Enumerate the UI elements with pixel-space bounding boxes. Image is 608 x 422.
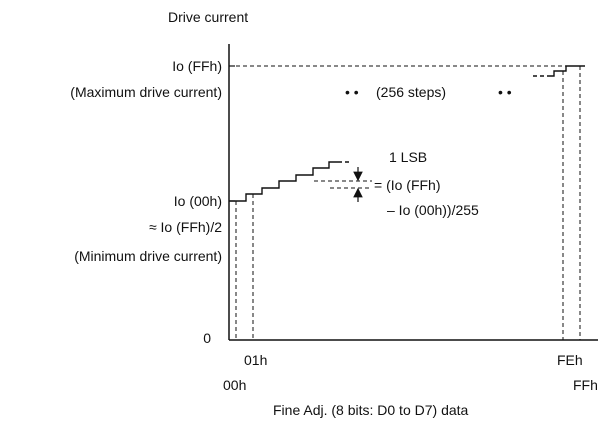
lsb-text-line3: – Io (00h))/255 (387, 202, 479, 218)
min-label-line3: (Minimum drive current) (74, 248, 222, 264)
lower-staircase (229, 161, 338, 202)
lsb-text-line2: = (Io (FFh) (374, 177, 441, 193)
min-label-line1: Io (00h) (174, 193, 222, 209)
x-axis-title: Fine Adj. (8 bits: D0 to D7) data (273, 402, 469, 418)
max-label-line1: Io (FFh) (172, 58, 222, 74)
x-tick-FEh: FEh (557, 352, 583, 368)
upper-staircase (547, 65, 585, 77)
steps-dots-left: • • (345, 84, 359, 100)
min-label-line2: ≈ Io (FFh)/2 (149, 219, 222, 235)
max-label-line2: (Maximum drive current) (70, 84, 222, 100)
steps-dots-right: • • (498, 84, 512, 100)
x-tick-01h: 01h (244, 352, 267, 368)
x-tick-FFh: FFh (573, 377, 598, 393)
zero-label: 0 (203, 330, 211, 346)
x-tick-00h: 00h (223, 377, 246, 393)
lsb-text-line1: 1 LSB (389, 149, 427, 165)
y-axis-title: Drive current (168, 9, 248, 25)
steps-text: (256 steps) (376, 84, 446, 100)
